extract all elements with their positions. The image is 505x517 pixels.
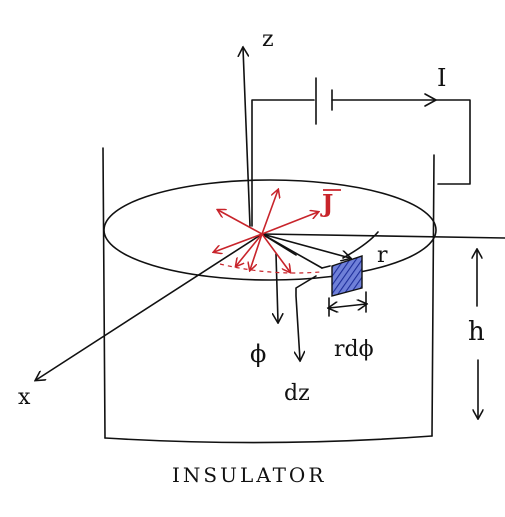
z-axis-label: z xyxy=(262,27,274,52)
phi-guide-line xyxy=(261,233,297,256)
radius-label: r xyxy=(377,243,388,268)
phi-label: ϕ xyxy=(250,340,266,368)
axes xyxy=(36,48,505,380)
cylinder xyxy=(102,147,437,444)
current-density-label: J xyxy=(320,189,333,218)
cylinder-left-wall xyxy=(102,147,106,439)
phi-arrow xyxy=(276,253,278,322)
current-direction-arrow xyxy=(424,93,437,107)
caption-label: INSULATOR xyxy=(172,463,326,487)
element-edge-top xyxy=(321,265,331,269)
battery-circuit xyxy=(251,77,471,227)
x-axis-arrow xyxy=(36,233,263,380)
y-axis-line xyxy=(261,233,505,239)
dashed-arc xyxy=(219,263,321,274)
dz-arrow xyxy=(296,275,317,360)
volume-element xyxy=(331,255,363,297)
circuit-wire-left xyxy=(251,99,315,227)
z-axis-arrow xyxy=(243,48,251,227)
rdphi-ticks xyxy=(328,291,367,317)
volume-element-group xyxy=(261,231,379,360)
radius-vector xyxy=(261,233,350,258)
current-label: I xyxy=(437,64,446,92)
cylinder-right-wall xyxy=(431,154,435,437)
current-density-arrows xyxy=(214,190,318,272)
x-axis-label: x xyxy=(18,385,31,410)
height-dimension xyxy=(477,250,478,418)
cylinder-bottom-edge xyxy=(104,435,433,444)
arc-segment xyxy=(342,231,379,259)
height-label: h xyxy=(468,317,485,347)
rdphi-label: rdϕ xyxy=(334,337,374,362)
rdphi-dimension-arrow xyxy=(329,304,366,308)
dz-label: dz xyxy=(284,381,310,406)
circuit-wire-right xyxy=(331,99,471,185)
